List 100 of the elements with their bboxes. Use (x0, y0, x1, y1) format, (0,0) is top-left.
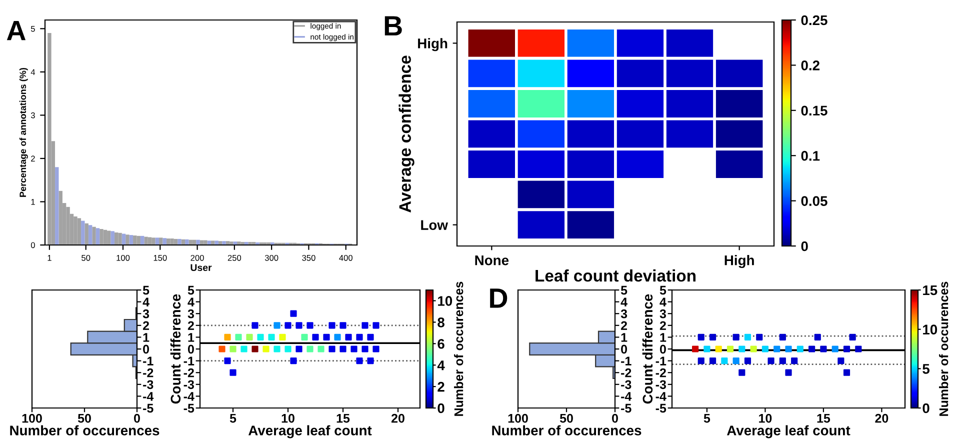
y-axis-title: Count difference (170, 294, 181, 404)
y-tick-label: 4 (620, 298, 628, 306)
bar (136, 236, 140, 245)
x-tick-label: High (724, 255, 754, 268)
bar (214, 240, 218, 245)
y-tick-label: 0 (660, 344, 666, 354)
y-tick-label: -4 (621, 392, 632, 401)
x-tick-label: 1 (48, 255, 52, 261)
bar (148, 237, 152, 245)
bar (96, 228, 100, 245)
y-tick-label: 1 (143, 333, 150, 342)
bar (100, 228, 104, 245)
bar (159, 238, 163, 245)
y-tick-label: -4 (656, 392, 666, 401)
bar (196, 240, 200, 245)
y-tick-label: 3 (188, 309, 194, 318)
y-axis-title: Average confidence (398, 56, 414, 212)
bar (126, 234, 130, 245)
y-tick-label: 5 (188, 286, 194, 295)
x-axis-title: User (190, 264, 212, 272)
x-tick-label: 15 (817, 414, 830, 423)
y-tick-label: -4 (184, 392, 194, 401)
y-tick-label: 3 (30, 112, 35, 118)
y-tick-label: 2 (31, 156, 35, 162)
x-tick-label: 100 (508, 414, 528, 423)
bar (152, 238, 156, 245)
bar (118, 232, 122, 245)
chart-title: D (490, 288, 508, 308)
x-tick-label: 5 (230, 414, 236, 423)
x-tick-label: None (475, 256, 509, 266)
y-axis-title: Count difference (642, 294, 653, 404)
y-tick-label: 2 (620, 321, 628, 330)
bar (81, 220, 85, 245)
y-tick-label: -3 (656, 380, 666, 390)
x-tick-label: 5 (704, 414, 710, 423)
y-tick-label: 5 (620, 286, 628, 295)
y-tick-label: 4 (142, 298, 150, 306)
color-bar-label: 0 (801, 241, 808, 252)
bar (178, 238, 182, 245)
x-tick-label: 400 (339, 254, 352, 261)
x-tick-label: 15 (336, 414, 350, 423)
bar (188, 240, 192, 245)
y-tick-label: 4 (660, 298, 666, 306)
x-tick-label: 0 (134, 414, 140, 423)
color-bar-label: 0 (922, 403, 930, 414)
y-tick-label: -2 (656, 368, 666, 378)
bar (162, 238, 166, 245)
bar (55, 167, 59, 245)
bar (155, 238, 160, 245)
bar (84, 223, 88, 245)
color-bar-label: 0.1 (801, 150, 820, 161)
color-bar-label: 0.25 (801, 15, 828, 26)
y-tick-label: 3 (660, 309, 666, 318)
y-tick-label: 5 (142, 286, 150, 295)
bar (222, 241, 226, 245)
y-tick-label: 3 (620, 309, 628, 318)
y-tick-label: 0 (621, 344, 627, 354)
color-bar-label: 8 (438, 318, 444, 328)
y-tick-label: 5 (660, 286, 666, 295)
y-tick-label: 1 (31, 199, 35, 205)
y-tick-label: 3 (142, 309, 150, 318)
y-tick-label: 2 (142, 321, 150, 330)
y-tick-label: 5 (30, 26, 35, 32)
x-tick-label: 100 (22, 414, 42, 423)
y-tick-label: -5 (143, 404, 154, 413)
y-tick-label: 0 (143, 344, 149, 354)
x-tick-label: 20 (875, 414, 888, 423)
x-tick-label: 10 (282, 414, 294, 423)
x-axis-title: Average leaf count (248, 425, 372, 438)
bar (77, 218, 82, 245)
bar (110, 231, 114, 245)
color-bar-label: 15 (923, 285, 938, 296)
color-bar-label: 0.15 (801, 106, 828, 116)
bar (92, 226, 96, 245)
y-tick-label: -2 (143, 368, 154, 378)
bar (230, 242, 234, 245)
y-tick-label: 0 (188, 344, 194, 354)
bar (88, 225, 92, 245)
y-tick-label: -3 (143, 380, 154, 390)
y-tick-label: -1 (656, 356, 666, 366)
y-tick-label: 4 (30, 69, 36, 75)
y-axis-title: Percentage of annotations (%) (19, 68, 28, 197)
y-tick-label: 1 (621, 333, 628, 342)
y-tick-label: -5 (184, 404, 194, 413)
y-tick-label: -1 (621, 356, 632, 366)
color-bar-label: 6 (438, 338, 444, 349)
chart-title: B (384, 16, 402, 36)
x-axis-title: Number of occurences (492, 425, 642, 436)
x-tick-label: 50 (82, 254, 90, 261)
bar (144, 236, 148, 245)
x-tick-label: 350 (302, 254, 316, 261)
x-tick-label: 50 (78, 414, 91, 423)
y-tick-label: -4 (143, 392, 154, 401)
x-tick-label: 20 (391, 414, 404, 423)
y-tick-label: 4 (188, 298, 194, 306)
x-tick-label: 100 (116, 254, 130, 261)
bar (107, 230, 111, 245)
bar (114, 232, 118, 245)
y-tick-label: 1 (660, 333, 666, 342)
color-bar-label: 10 (923, 324, 938, 335)
